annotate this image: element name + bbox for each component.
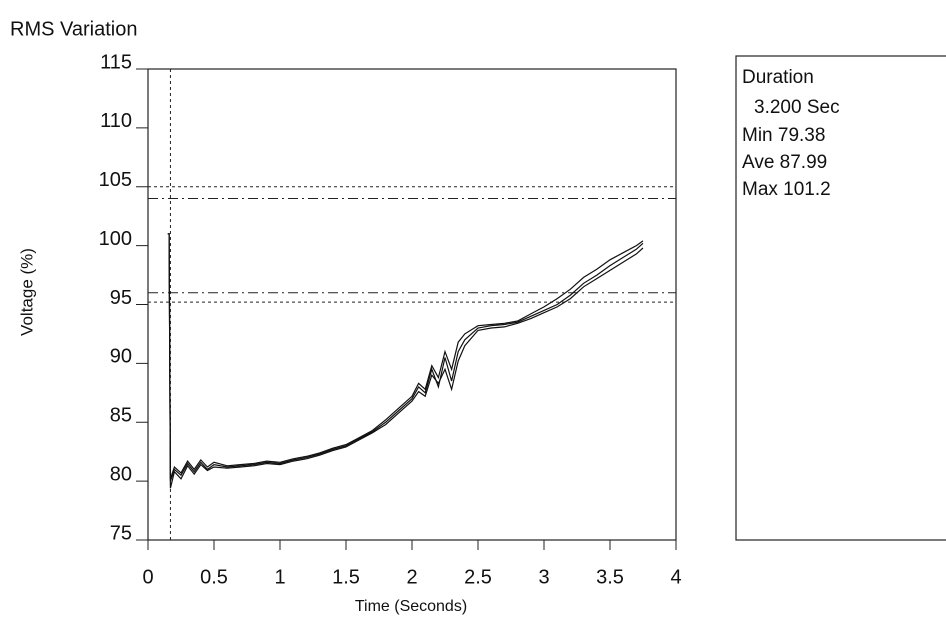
x-tick-label: 2.5 — [464, 566, 492, 588]
y-tick-label: 90 — [110, 346, 132, 368]
y-tick-label: 95 — [110, 287, 132, 309]
x-tick-label: 4 — [670, 566, 681, 588]
y-axis-label: Voltage (%) — [17, 248, 36, 336]
y-tick-label: 100 — [99, 228, 132, 250]
y-tick-label: 115 — [100, 51, 132, 73]
x-tick-label: 1 — [274, 566, 285, 588]
x-axis-label: Time (Seconds) — [355, 598, 467, 615]
x-tick-label: 3 — [538, 566, 549, 588]
info-text: Max 101.2 — [742, 179, 831, 200]
y-tick-label: 105 — [99, 169, 132, 191]
info-text: Ave 87.99 — [742, 152, 827, 173]
info-text: Min 79.38 — [742, 125, 825, 146]
info-text: 3.200 Sec — [754, 97, 840, 118]
info-text: Duration — [742, 67, 814, 88]
series-line — [168, 234, 643, 488]
y-tick-label: 80 — [110, 463, 132, 485]
series-line — [168, 234, 643, 481]
plot-frame — [148, 69, 676, 540]
x-tick-label: 1.5 — [332, 566, 360, 588]
y-tick-label: 85 — [110, 405, 132, 427]
y-tick-label: 110 — [100, 110, 132, 132]
chart: RMS Variation Voltage (%) Time (Seconds)… — [0, 0, 946, 622]
x-tick-label: 0 — [142, 566, 153, 588]
x-tick-label: 3.5 — [596, 566, 624, 588]
series-line — [168, 234, 643, 479]
x-tick-label: 0.5 — [200, 566, 228, 588]
x-tick-label: 2 — [406, 566, 417, 588]
chart-title: RMS Variation — [10, 18, 137, 40]
y-tick-label: 75 — [110, 522, 132, 544]
